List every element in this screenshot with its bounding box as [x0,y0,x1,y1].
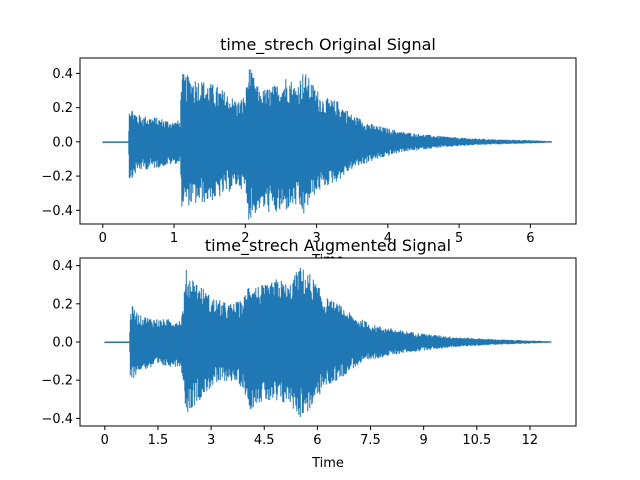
chart-title-original: time_strech Original Signal [220,35,436,55]
x-tick-label: 10.5 [462,433,491,448]
y-tick-label: 0.2 [52,297,73,312]
signal-trace [104,267,552,417]
y-tick-label: −0.2 [41,374,73,389]
y-tick-label: 0.0 [52,135,73,150]
y-tick-label: 0.4 [52,67,73,82]
x-tick-label: 4 [384,231,392,246]
y-tick-label: 0.0 [52,336,73,351]
y-axis-original: −0.4 −0.2 0.0 0.2 0.4 [41,67,80,219]
x-tick-label: 12 [522,433,539,448]
y-tick-label: 0.2 [52,101,73,116]
x-axis-original: 0 1 2 3 4 5 6 [99,224,535,246]
y-axis-augmented: −0.4 −0.2 0.0 0.2 0.4 [41,259,80,427]
x-tick-label: 5 [455,231,463,246]
waveform-augmented [104,267,552,417]
x-tick-label: 1 [170,231,178,246]
x-tick-label: 6 [313,433,321,448]
x-tick-label: 3 [207,433,215,448]
x-tick-label: 6 [526,231,534,246]
x-axis-label-augmented: Time [311,456,344,471]
x-axis-augmented: 0 1.5 3 4.5 6 7.5 9 10.5 12 [101,426,539,448]
x-tick-label: 0 [99,231,107,246]
x-tick-label: 7.5 [360,433,381,448]
waveform-original [102,69,552,220]
frame-original [79,57,577,225]
x-tick-label: 2 [241,231,249,246]
y-tick-label: −0.2 [41,170,73,185]
chart-title-augmented: time_strech Augmented Signal [205,236,451,256]
y-tick-label: −0.4 [41,204,73,219]
subplot-original: time_strech Original Signal −0.4 −0.2 0.0 0… [41,35,577,268]
x-tick-label: 0 [101,433,109,448]
subplot-augmented: −0.4 −0.2 0.0 0.2 0.4 0 1.5 3 4.5 6 7.5 9 10.5 12 Ti… [41,236,577,471]
signal-trace [102,69,552,220]
x-tick-label: 9 [420,433,428,448]
y-tick-label: −0.4 [41,412,73,427]
frame-augmented [79,257,577,427]
y-tick-label: 0.4 [52,259,73,274]
x-tick-label: 1.5 [148,433,169,448]
x-tick-label: 3 [312,231,320,246]
x-tick-label: 4.5 [254,433,275,448]
